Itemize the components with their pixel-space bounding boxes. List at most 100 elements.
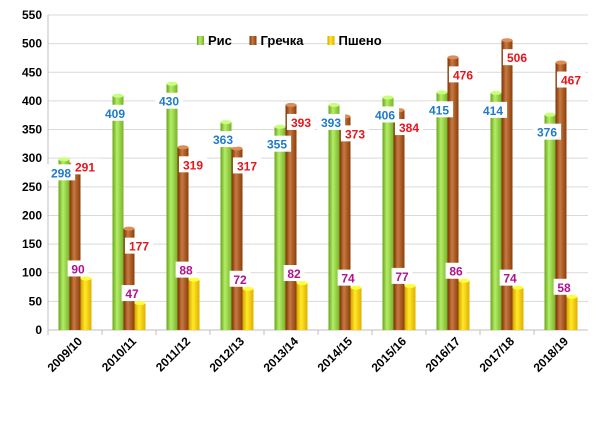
x-tick-label: 2016/17 — [423, 334, 464, 375]
y-tick-label: 300 — [22, 151, 42, 165]
data-label-box — [178, 156, 208, 173]
x-tick-label: 2015/16 — [369, 334, 410, 375]
bar — [112, 95, 124, 330]
bar-top — [447, 55, 459, 60]
data-label: 363 — [213, 133, 233, 147]
x-tick-label: 2011/12 — [153, 334, 193, 374]
bar-top — [512, 285, 524, 290]
data-label: 77 — [395, 270, 409, 284]
data-label: 384 — [399, 121, 419, 135]
bar — [166, 83, 178, 331]
data-label: 467 — [561, 74, 581, 88]
data-label: 298 — [51, 166, 71, 180]
legend-swatch — [197, 36, 204, 45]
legend: Рис Гречка Пшено — [197, 33, 382, 48]
bar-top — [80, 276, 92, 281]
data-label: 177 — [129, 240, 149, 254]
x-tick-label: 2010/11 — [99, 334, 139, 374]
data-label-box — [532, 123, 562, 140]
data-label: 415 — [429, 103, 449, 117]
data-label: 393 — [321, 116, 341, 130]
data-label: 88 — [179, 264, 193, 278]
bar-top — [296, 281, 308, 286]
bar-top — [490, 90, 502, 95]
bar — [285, 104, 297, 330]
data-label-box — [394, 119, 424, 136]
bar — [296, 283, 308, 330]
y-axis: 0 50 100 150 200 250 300 350 400 450 500 550 — [22, 8, 588, 337]
bar-top — [123, 226, 135, 231]
bar-top — [220, 120, 232, 125]
data-label-box — [121, 285, 143, 302]
data-label: 319 — [183, 158, 203, 172]
y-tick-label: 150 — [22, 237, 42, 251]
y-tick-label: 50 — [29, 294, 43, 308]
data-label-box — [283, 265, 305, 282]
y-tick-label: 200 — [22, 208, 42, 222]
bar-top — [166, 81, 178, 86]
data-label: 406 — [375, 108, 395, 122]
data-label-box — [154, 92, 184, 109]
data-label-box — [556, 71, 586, 88]
x-tick-label: 2014/15 — [315, 334, 356, 375]
bar-top — [177, 145, 189, 150]
bar — [274, 126, 286, 330]
data-label-box — [262, 135, 292, 152]
data-label-box — [124, 237, 154, 254]
data-label-box — [67, 260, 89, 277]
y-tick-label: 100 — [22, 266, 42, 280]
bar-top — [58, 157, 70, 162]
data-labels: 298 291 90 409 177 47 430 319 88 363 317 72 355 393 82… — [46, 49, 586, 302]
bar-top — [436, 90, 448, 95]
bars — [58, 38, 578, 331]
legend-label: Пшено — [339, 33, 382, 48]
bar — [382, 97, 394, 331]
data-label-box — [46, 164, 76, 181]
bar-top — [188, 277, 200, 282]
data-label: 409 — [105, 107, 125, 121]
bar-top — [404, 283, 416, 288]
bar — [123, 228, 135, 330]
bar-top — [328, 102, 340, 107]
bar — [188, 279, 200, 330]
bar-top — [458, 278, 470, 283]
bar — [447, 57, 459, 331]
legend-swatch — [249, 36, 257, 45]
bar — [134, 303, 146, 330]
data-label-box — [391, 267, 413, 284]
data-label: 47 — [125, 287, 139, 301]
y-tick-label: 250 — [22, 180, 42, 194]
bar — [393, 110, 405, 330]
bar — [220, 122, 232, 330]
bar — [404, 285, 416, 330]
bar — [566, 296, 578, 330]
bar-top — [382, 95, 394, 100]
data-label-box — [70, 158, 100, 175]
x-tick-label: 2009/10 — [45, 334, 86, 375]
y-tick-label: 0 — [35, 323, 42, 337]
data-label-box — [424, 101, 454, 118]
data-label-box — [448, 66, 478, 83]
legend-label: Рис — [208, 33, 232, 48]
data-label-box — [478, 101, 508, 118]
data-label-box — [337, 269, 359, 286]
data-label-box — [100, 104, 130, 121]
data-label: 82 — [287, 267, 301, 281]
data-label-box — [499, 269, 521, 286]
bar — [512, 287, 524, 330]
data-label: 90 — [71, 262, 85, 276]
legend-swatch — [327, 36, 335, 45]
data-label: 430 — [159, 95, 179, 109]
bar-top — [555, 60, 567, 65]
data-label-box — [502, 49, 532, 66]
bar — [436, 92, 448, 331]
bar-top — [544, 112, 556, 117]
data-label: 58 — [557, 281, 571, 295]
y-tick-label: 350 — [22, 123, 42, 137]
bar — [555, 62, 567, 330]
bar — [350, 287, 362, 330]
x-axis: 2009/10 2010/11 2011/12 2012/13 2013/14 2014/… — [45, 330, 571, 375]
data-label-box — [316, 113, 346, 130]
